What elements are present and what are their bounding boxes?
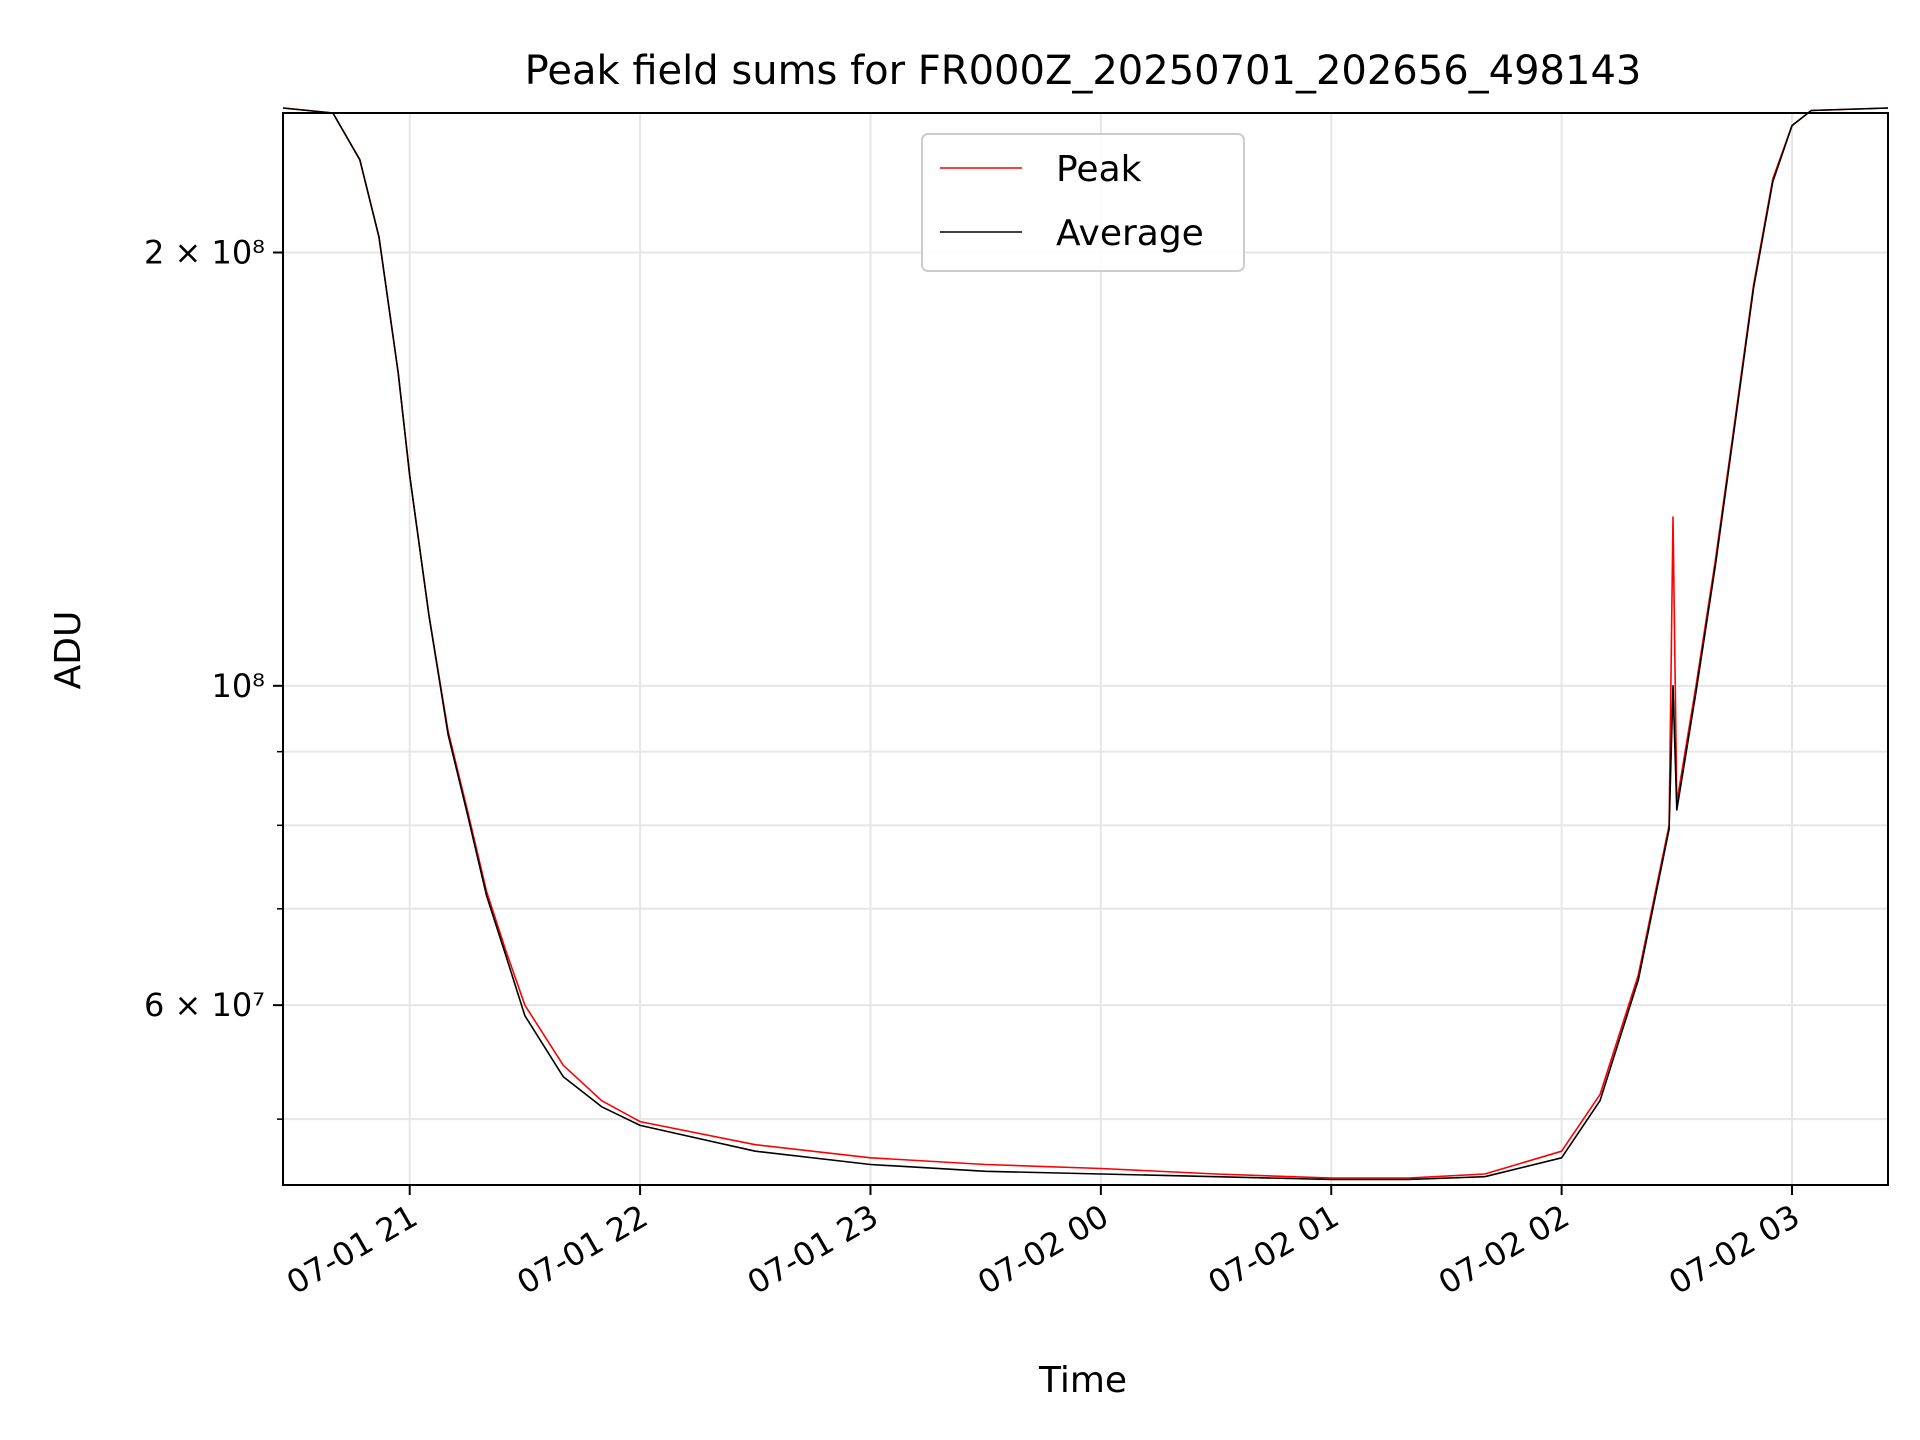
grid (283, 113, 1888, 1185)
legend: Peak Average (921, 133, 1245, 272)
x-tick-label: 07-02 03 (1662, 1197, 1806, 1302)
series-line-average (282, 107, 1889, 1181)
x-tick-label: 07-01 23 (741, 1197, 885, 1302)
series-layer (282, 107, 1889, 1181)
y-tick-label: 10⁸ (211, 667, 265, 705)
x-tick-label: 07-02 02 (1432, 1197, 1576, 1302)
legend-label-peak: Peak (1056, 149, 1142, 190)
y-axis-label: ADU (48, 611, 89, 690)
x-tick-label: 07-01 21 (280, 1197, 424, 1302)
plot-area-frame (282, 112, 1889, 1186)
legend-label-average: Average (1056, 213, 1204, 254)
axes: 07-01 21 07-01 22 07-01 23 07-02 00 07-02 01… (144, 233, 1806, 1301)
chart-title: Peak field sums for FR000Z_20250701_2026… (525, 48, 1642, 94)
x-tick-label: 07-01 22 (510, 1197, 654, 1302)
y-tick-label: 6 × 10⁷ (144, 986, 265, 1024)
x-axis-label: Time (1038, 1360, 1127, 1401)
x-tick-label: 07-02 01 (1202, 1197, 1346, 1302)
x-tick-label: 07-02 00 (971, 1197, 1115, 1302)
y-tick-label: 2 × 10⁸ (144, 233, 265, 271)
